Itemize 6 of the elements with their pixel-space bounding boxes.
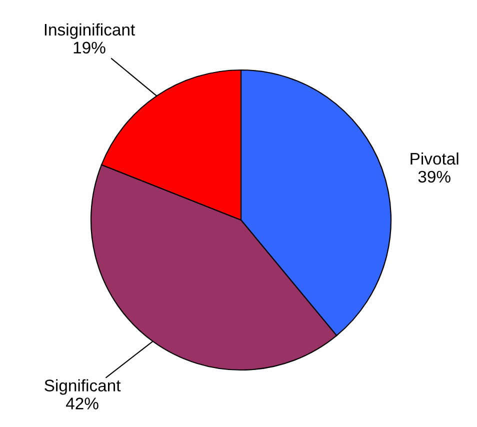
data-label: 19% <box>74 42 106 54</box>
slice-label: Insiginificant <box>44 23 135 39</box>
slice-label: Pivotal <box>410 152 458 165</box>
data-label: 39% <box>418 170 450 183</box>
data-label: 42% <box>66 398 98 410</box>
slice-label: Significant <box>44 379 121 395</box>
